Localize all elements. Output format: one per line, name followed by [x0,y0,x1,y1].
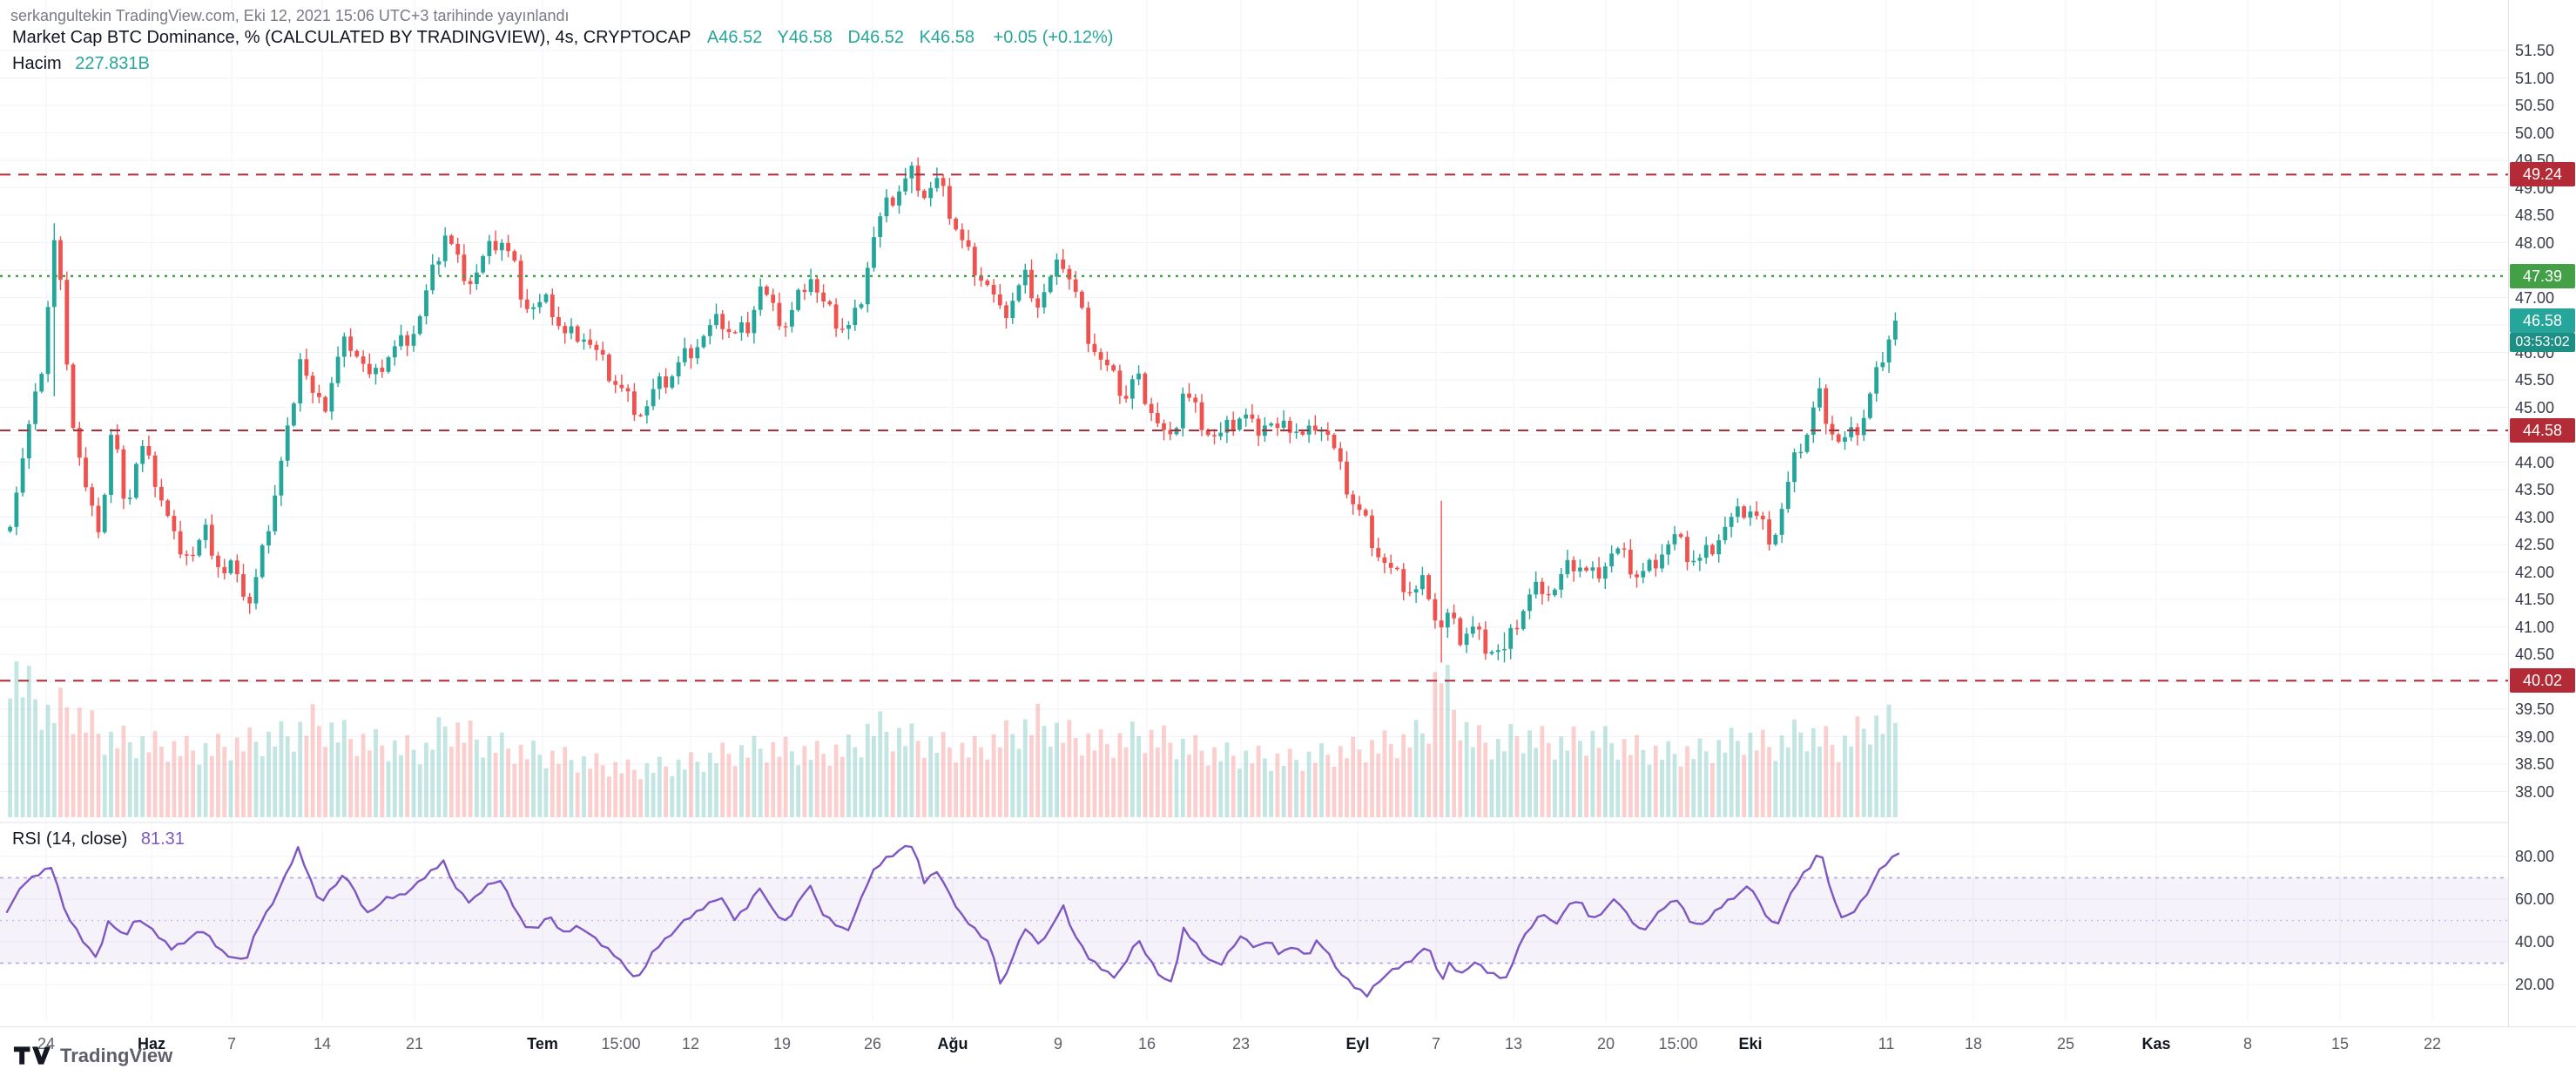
price-tick-label: 44.00 [2515,454,2555,471]
price-tick-label: 43.50 [2515,481,2555,498]
time-tick-label: 25 [2056,1035,2075,1052]
price-tick-label: 43.00 [2515,509,2555,526]
price-tick-label: 41.50 [2515,591,2555,608]
volume-bars-down [58,672,1860,817]
time-tick-label: Eki [1738,1035,1763,1052]
time-tick-label: 12 [681,1035,700,1052]
tradingview-logo-text: TradingView [60,1044,173,1066]
volume-legend: Hacim 227.831B [12,54,150,74]
high-value: Y46.58 [777,28,833,47]
tradingview-logo-icon [13,1046,51,1065]
price-tick-label: 41.00 [2515,619,2555,636]
price-level-badge[interactable]: 49.24 [2510,162,2575,186]
bar-countdown-badge: 03:53:02 [2510,333,2575,352]
close-value: K46.58 [919,28,974,47]
time-tick-label: 19 [772,1035,792,1052]
time-tick-label: 7 [226,1035,237,1052]
price-tick-label: 48.50 [2515,206,2555,224]
rsi-band [0,877,2508,964]
time-tick-label: 7 [1431,1035,1441,1052]
time-tick-label: 9 [1053,1035,1063,1052]
price-tick-label: 39.50 [2515,700,2555,718]
time-tick-label: Eyl [1345,1035,1370,1052]
price-tick-label: 48.00 [2515,234,2555,252]
time-tick-label: 22 [2423,1035,2442,1052]
rsi-line [5,844,1900,998]
rsi-tick-label: 80.00 [2515,848,2555,865]
volume-legend-value: 227.831B [75,54,150,73]
price-tick-label: 50.00 [2515,125,2555,142]
price-tick-label: 40.50 [2515,646,2555,663]
rsi-legend-label[interactable]: RSI (14, close) [12,829,128,849]
time-tick-label: 21 [405,1035,424,1052]
time-tick-label: 15 [2330,1035,2350,1052]
time-tick-label: 14 [313,1035,332,1052]
volume-legend-label[interactable]: Hacim [12,54,62,73]
time-tick-label: Ağu [937,1035,968,1052]
time-tick-label: 8 [2242,1035,2253,1052]
ohlc-values: A46.52 Y46.58 D46.52 K46.58 +0.05 (+0.12… [707,28,1114,47]
price-tick-label: 39.00 [2515,728,2555,746]
price-tick-label: 47.00 [2515,289,2555,307]
price-tick-label: 38.00 [2515,783,2555,801]
tradingview-logo[interactable]: TradingView [12,1044,172,1067]
time-tick-label: Haz [137,1035,166,1052]
time-tick-label: 15:00 [601,1035,641,1052]
change-value: +0.05 (+0.12%) [993,28,1114,47]
price-axis[interactable]: 51.50 51.00 50.50 50.00 49.50 49.00 48.50 48.00… [2508,0,2576,1026]
price-tick-label: 38.50 [2515,755,2555,773]
price-tick-label: 45.50 [2515,371,2555,389]
time-tick-label: Tem [527,1035,558,1052]
price-tick-label: 51.50 [2515,42,2555,59]
time-tick-label: 26 [863,1035,882,1052]
publish-note: serkangultekin TradingView.com, Eki 12, … [10,7,570,24]
price-tick-label: 50.50 [2515,97,2555,114]
main-series-legend: Market Cap BTC Dominance, % (CALCULATED … [12,28,1113,48]
time-tick-label: Kas [2141,1035,2171,1052]
price-level-badge[interactable]: 47.39 [2510,264,2575,288]
candle-bodies-down [58,166,1860,654]
price-level-badge[interactable]: 44.58 [2510,418,2575,443]
time-tick-label: 24 [37,1035,56,1052]
rsi-tick-label: 60.00 [2515,890,2555,908]
rsi-legend-value: 81.31 [140,829,185,849]
time-tick-label: 18 [1964,1035,1983,1052]
time-tick-label: 11 [1878,1035,1895,1052]
rsi-legend: RSI (14, close) 81.31 [12,829,185,849]
chart-canvas[interactable] [0,0,2508,1026]
price-tick-label: 45.00 [2515,399,2555,416]
last-price-badge: 46.58 [2510,308,2575,333]
rsi-tick-label: 40.00 [2515,933,2555,951]
time-tick-label: 15:00 [1658,1035,1698,1052]
time-tick-label: 23 [1231,1035,1251,1052]
time-axis[interactable]: 24 Haz 7 14 21 Tem 15:00 12 19 26 Ağu 9 16 23 Eyl 7 13 20… [0,1026,2576,1076]
price-level-badge[interactable]: 40.02 [2510,668,2575,693]
price-tick-label: 42.00 [2515,564,2555,581]
time-tick-label: 16 [1137,1035,1157,1052]
time-tick-label: 20 [1596,1035,1615,1052]
price-tick-label: 51.00 [2515,70,2555,87]
open-value: A46.52 [706,28,763,47]
time-tick-label: 13 [1504,1035,1523,1052]
rsi-tick-label: 20.00 [2515,976,2555,993]
low-value: D46.52 [847,28,905,47]
price-tick-label: 42.50 [2515,536,2555,553]
symbol-title[interactable]: Market Cap BTC Dominance, % (CALCULATED … [12,28,691,47]
